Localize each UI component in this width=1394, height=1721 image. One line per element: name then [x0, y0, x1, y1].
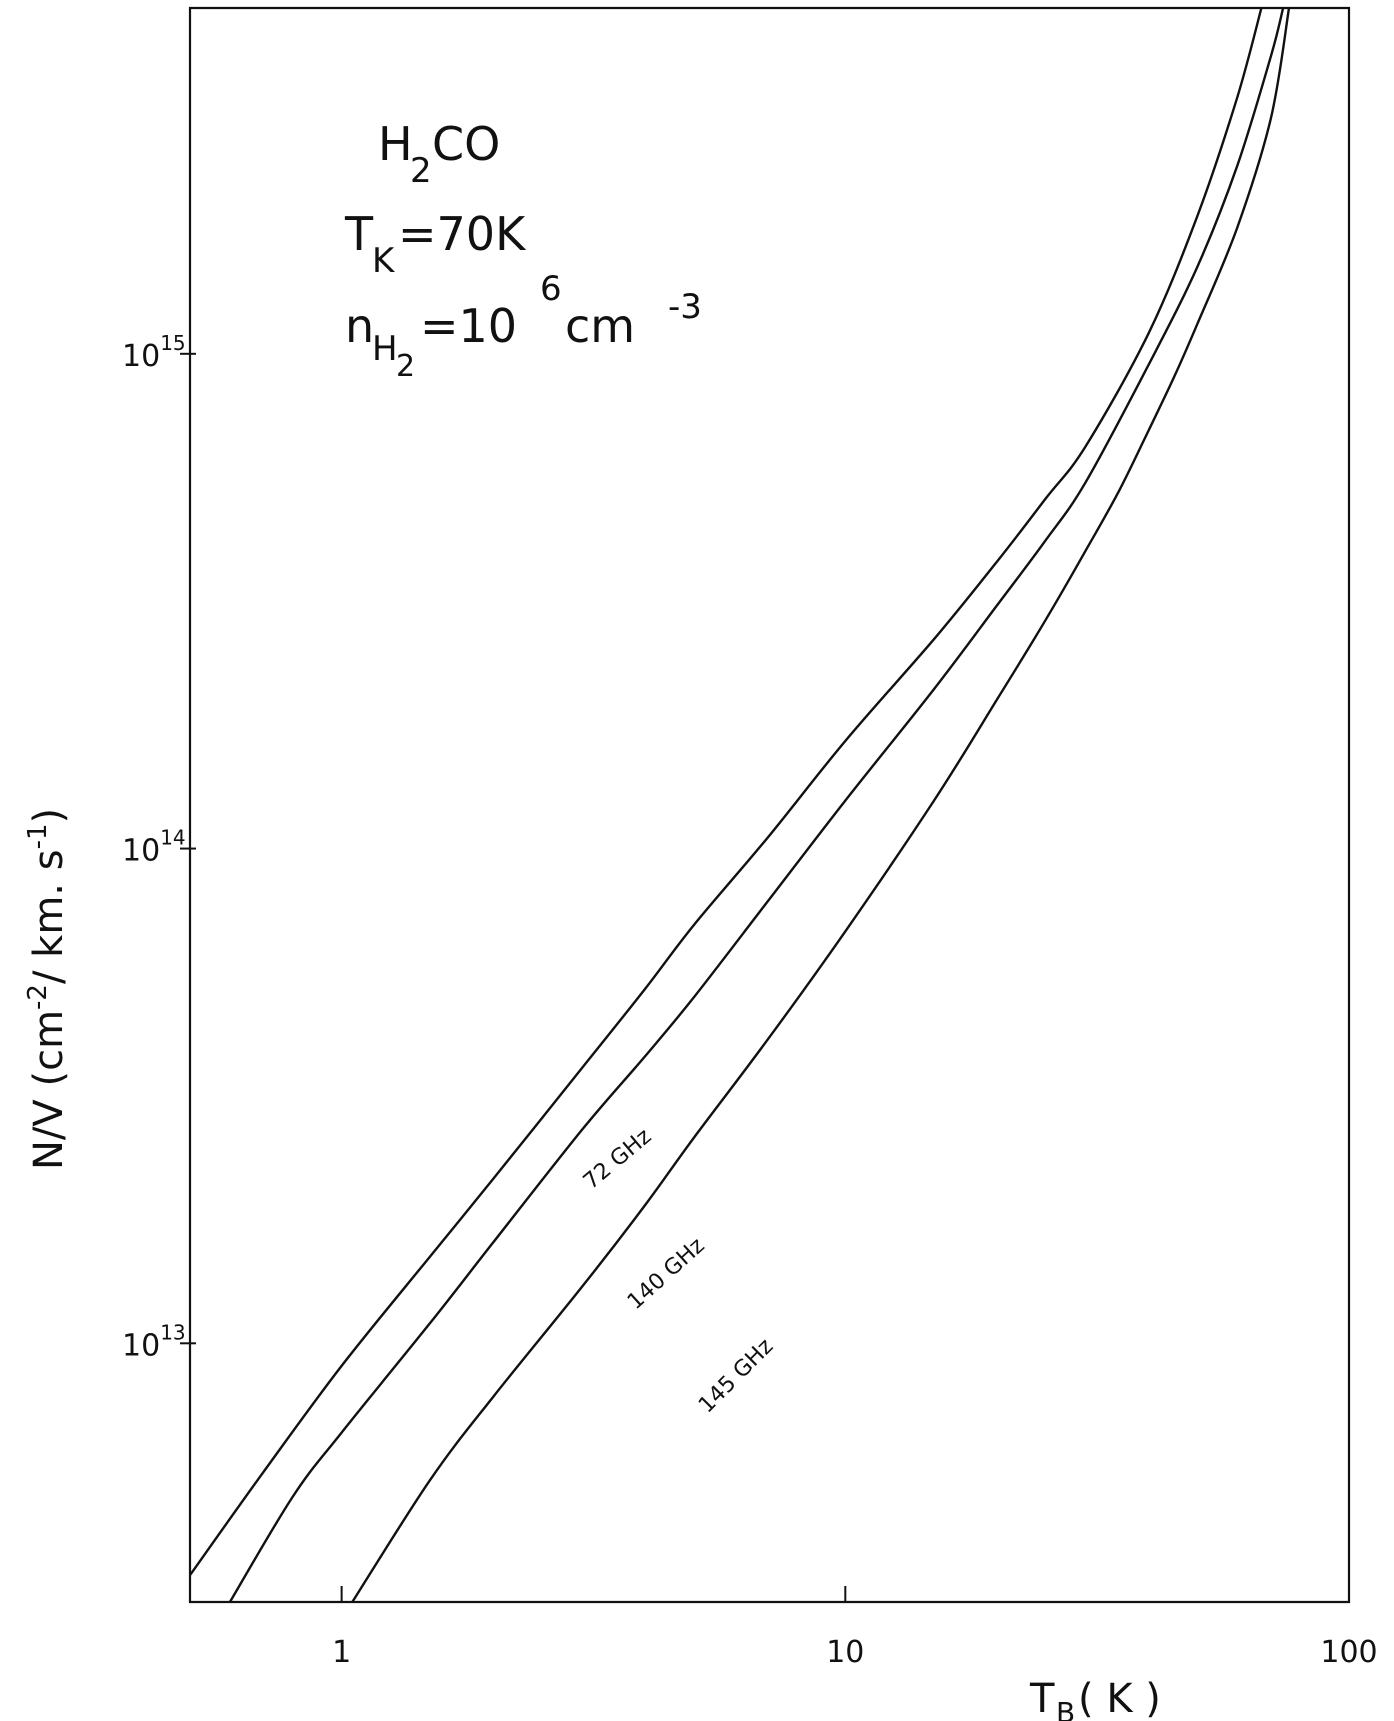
annotation-density-unit-sup: -3 [668, 287, 702, 327]
annotation-density-unit: cm [565, 299, 635, 353]
annotation-tk-base: T [344, 207, 374, 261]
annotation-density-base: n [345, 299, 374, 353]
svg-text:N/V (cm-2/ km. s-1): N/V (cm-2/ km. s-1) [23, 808, 72, 1170]
x-axis-label: T B ( K ) [1029, 1676, 1161, 1721]
x-tick-label-2: 100 [1320, 1635, 1377, 1670]
x-label-base: T [1029, 1676, 1055, 1721]
series-line-0 [190, 8, 1263, 1576]
x-label-rest: ( K ) [1078, 1676, 1161, 1721]
annotation-molecule-rest: CO [432, 117, 500, 171]
series-line-1 [228, 8, 1285, 1602]
series-label-2: 145 GHz [694, 1334, 778, 1418]
series-labels-layer: 72 GHz 140 GHz 145 GHz [579, 1124, 778, 1418]
y-axis-label: N/V (cm-2/ km. s-1) [23, 808, 72, 1170]
y-tick-label-1: 1014 [122, 826, 186, 869]
annotation-molecule-base: H [378, 117, 413, 171]
series-line-2 [351, 8, 1291, 1602]
annotation-density-mid: =10 [420, 299, 517, 353]
annotation-tk-sub: K [372, 241, 396, 281]
plot-frame [188, 6, 1351, 1604]
x-tick-label-0: 1 [332, 1635, 351, 1670]
annotation-kinetic-temperature: T K =70K [344, 207, 527, 281]
ticks-layer: 1 10 100 1013 1014 1015 [122, 331, 1378, 1670]
y-tick-label-0: 1013 [122, 1320, 186, 1363]
x-label-sub: B [1056, 1696, 1075, 1721]
curves-layer [190, 8, 1291, 1602]
y-label-mid: / km. s [26, 849, 72, 984]
y-label-sup2: -1 [23, 823, 53, 849]
annotation-density-sub2: 2 [396, 349, 415, 384]
y-tick-label-2: 1015 [122, 331, 186, 374]
annotation-molecule-sub: 2 [410, 151, 432, 191]
x-tick-label-1: 10 [826, 1635, 864, 1670]
annotation-density-sup: 6 [540, 269, 562, 309]
y-label-pre: N/V (cm [26, 1010, 72, 1170]
annotation-density: n H 2 =10 6 cm -3 [345, 269, 702, 384]
annotation-density-sub1: H [372, 329, 398, 369]
annotation-molecule: H 2 CO [378, 117, 500, 191]
annotation-tk-rest: =70K [398, 207, 527, 261]
series-label-1: 140 GHz [623, 1233, 710, 1315]
y-label-post: ) [26, 808, 72, 824]
series-label-0: 72 GHz [579, 1124, 656, 1195]
y-label-sup1: -2 [23, 984, 53, 1010]
